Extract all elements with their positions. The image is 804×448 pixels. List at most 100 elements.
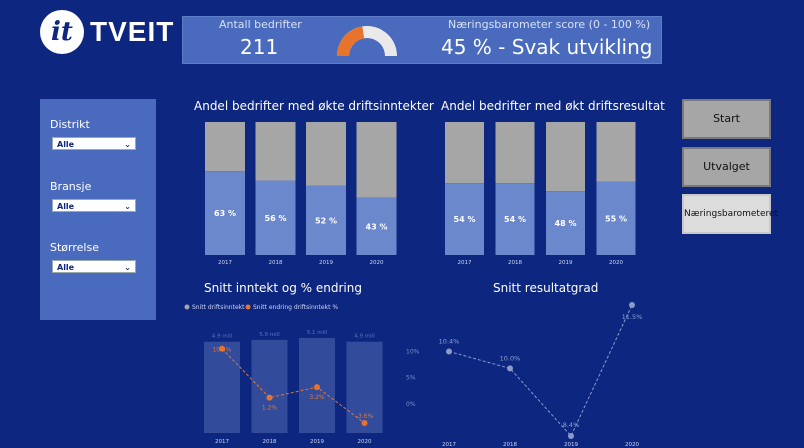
legend-label-change: Snitt endring driftsinntekt %: [253, 304, 338, 311]
bar-segment-increase: [445, 183, 484, 255]
income-bar-label: 4.9 mill: [354, 334, 375, 340]
x-tick-label: 2019: [310, 439, 324, 445]
bransje-dropdown-value: Alle: [57, 202, 75, 211]
x-tick-label: 2018: [269, 260, 283, 266]
change-data-label: -3.6%: [356, 413, 374, 420]
distrikt-dropdown[interactable]: Alle ⌄: [52, 137, 136, 150]
change-point: [314, 384, 320, 391]
bar-segment-increase: [306, 185, 346, 255]
bar-segment-remaining: [546, 122, 585, 192]
margin-point: [507, 365, 513, 372]
filter-label-bransje: Bransje: [50, 180, 92, 193]
income-bar-label: 4.9 mill: [212, 334, 233, 340]
x-tick-label: 2018: [263, 439, 277, 445]
legend-label-income: Snitt driftsinntekt: [192, 304, 245, 311]
change-data-label: 1.2%: [262, 405, 278, 412]
bar-segment-remaining: [445, 122, 484, 184]
bar-segment-remaining: [495, 122, 535, 184]
change-point: [219, 345, 225, 352]
company-count-label: Antall bedrifter: [219, 18, 302, 31]
income-bar-label: 5.0 mill: [259, 332, 280, 338]
change-data-label: 10.5%: [212, 347, 231, 354]
margin-line: [448, 304, 633, 437]
chart-profit-margin: 10.4% 2017 10.0% 2018 8.4% 2019 11.5% 2020: [439, 302, 643, 448]
x-tick-label: 2019: [559, 260, 573, 266]
chart-driftsresultat-share: 54 % 2017 54 % 2018 48 % 2019 55 % 2020: [445, 122, 636, 266]
bar-data-label: 43 %: [366, 222, 388, 231]
bar-segment-remaining: [596, 122, 636, 182]
bar-data-label: 54 %: [504, 215, 526, 224]
storrelse-dropdown[interactable]: Alle ⌄: [52, 260, 136, 273]
filter-label-storrelse: Størrelse: [50, 241, 99, 254]
bar-segment-remaining: [306, 122, 346, 186]
bar-segment-increase: [205, 171, 245, 255]
logo-mark: it: [40, 10, 84, 54]
bransje-dropdown[interactable]: Alle ⌄: [52, 199, 136, 212]
change-point: [361, 419, 368, 426]
x-tick-label: 2018: [503, 442, 517, 448]
chart4-title: Snitt resultatgrad: [493, 281, 599, 295]
tveit-logo: it TVEIT: [40, 8, 173, 56]
bar-data-label: 54 %: [454, 215, 476, 224]
x-tick-label: 2019: [564, 442, 578, 448]
margin-point: [446, 348, 452, 355]
x-tick-label: 2020: [358, 439, 372, 445]
income-bar: [251, 339, 288, 433]
bar-segment-increase: [356, 197, 397, 255]
distrikt-dropdown-value: Alle: [57, 140, 75, 149]
y2-tick-label: 0%: [406, 401, 416, 408]
x-tick-label: 2017: [215, 439, 229, 445]
change-line: [221, 348, 365, 424]
bar-segment-remaining: [356, 122, 397, 198]
legend-marker-change: [245, 304, 251, 310]
legend-marker-income: [184, 304, 190, 310]
margin-point: [629, 302, 635, 308]
chart1-title: Andel bedrifter med økte driftsinntekter: [194, 99, 434, 113]
margin-data-label: 10.4%: [439, 337, 460, 345]
x-tick-label: 2019: [319, 260, 333, 266]
x-tick-label: 2017: [458, 260, 472, 266]
bar-data-label: 63 %: [214, 209, 236, 218]
x-tick-label: 2020: [609, 260, 623, 266]
change-point: [266, 394, 273, 401]
income-bar: [346, 341, 383, 433]
chevron-down-icon: ⌄: [124, 140, 131, 149]
y2-tick-label: 10%: [406, 348, 420, 355]
x-tick-label: 2020: [370, 260, 384, 266]
start-button[interactable]: Start: [682, 99, 771, 139]
chart2-title: Andel bedrifter med økt driftsresultat: [441, 99, 665, 113]
chevron-down-icon: ⌄: [124, 263, 131, 272]
margin-data-label: 10.0%: [500, 354, 521, 362]
score-label: Næringsbarometer score (0 - 100 %): [448, 18, 651, 31]
chart3-title: Snitt inntekt og % endring: [204, 281, 362, 295]
income-bar-label: 5.1 mill: [307, 330, 328, 336]
utvalget-button[interactable]: Utvalget: [682, 147, 771, 187]
company-count-value: 211: [240, 35, 279, 59]
storrelse-dropdown-value: Alle: [57, 263, 75, 272]
bar-segment-remaining: [205, 122, 245, 172]
bar-segment-increase: [546, 191, 585, 255]
filter-label-distrikt: Distrikt: [50, 118, 90, 131]
naeringsbarometeret-button[interactable]: Næringsbarometeret: [682, 194, 778, 234]
bar-segment-increase: [255, 180, 296, 255]
margin-point: [568, 433, 574, 439]
filter-panel: Distrikt Alle ⌄ Bransje Alle ⌄ Størrelse…: [40, 99, 156, 320]
change-data-label: 3.2%: [309, 394, 325, 401]
score-value: 45 % - Svak utvikling: [441, 35, 653, 59]
x-tick-label: 2018: [508, 260, 522, 266]
income-bar: [204, 341, 240, 433]
chart-driftsinntekter-share: 63 % 2017 56 % 2018 52 % 2019 43 % 2020: [205, 122, 397, 266]
margin-data-label: 8.4%: [563, 421, 580, 429]
bar-segment-increase: [495, 183, 535, 255]
chart-income-change: Snitt driftsinntekt Snitt endring driftsi…: [184, 304, 420, 445]
score-gauge: [337, 26, 397, 56]
chevron-down-icon: ⌄: [124, 202, 131, 211]
logo-brand: TVEIT: [90, 16, 175, 47]
gauge-fill: [337, 26, 365, 56]
bar-data-label: 52 %: [315, 216, 337, 225]
x-tick-label: 2017: [218, 260, 232, 266]
bar-data-label: 56 %: [265, 214, 287, 223]
margin-data-label: 11.5%: [622, 313, 643, 321]
kpi-banner: Antall bedrifter 211 Næringsbarometer sc…: [182, 16, 662, 64]
bar-segment-increase: [596, 181, 636, 255]
